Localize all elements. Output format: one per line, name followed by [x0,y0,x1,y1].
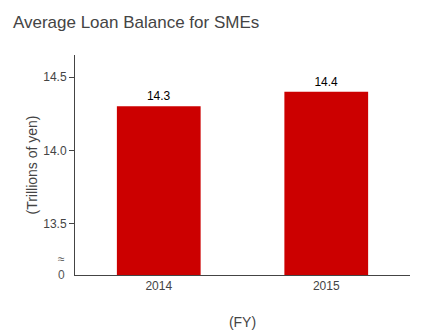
svg-text:0: 0 [58,268,65,282]
svg-text:≈: ≈ [58,252,65,266]
svg-text:Average Loan Balance for SMEs: Average Loan Balance for SMEs [13,13,259,32]
svg-text:2014: 2014 [145,279,172,293]
svg-text:14.4: 14.4 [314,75,338,89]
svg-text:13.5: 13.5 [43,217,67,231]
svg-text:14.5: 14.5 [43,70,67,84]
svg-text:(FY): (FY) [229,314,256,330]
svg-text:(Trillions of yen): (Trillions of yen) [24,115,40,214]
svg-text:2015: 2015 [313,279,340,293]
svg-text:14.3: 14.3 [147,89,171,103]
svg-text:14.0: 14.0 [43,144,67,158]
